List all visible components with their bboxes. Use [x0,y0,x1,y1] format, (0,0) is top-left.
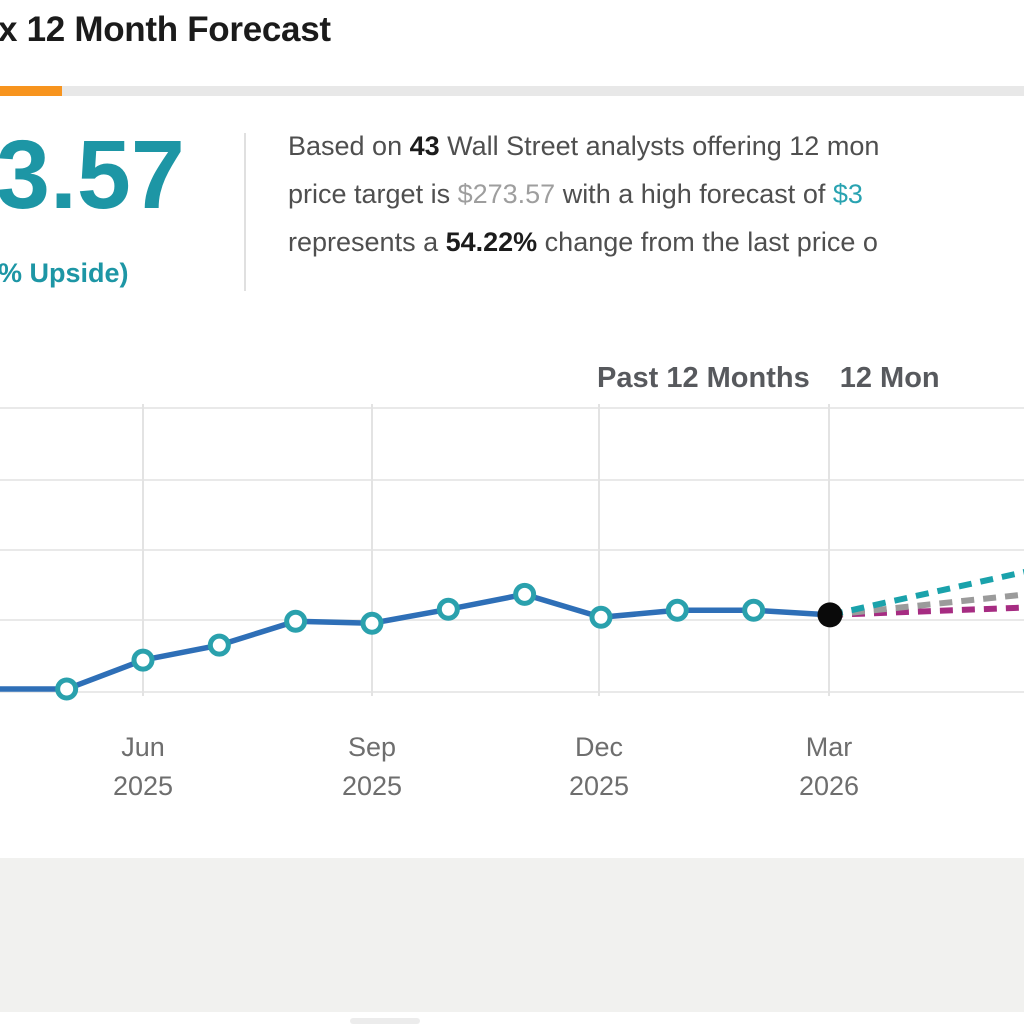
summary-line-1: Based on 43 Wall Street analysts offerin… [288,131,880,161]
legend-12-month-forecast[interactable]: 12 Mon [839,362,940,394]
price-target-summary-bar: e Target $380.00 Average Price Target $2… [0,858,1024,1012]
chart-legend: Past 12 Months 12 Mon [597,362,940,395]
footer-strip [0,1012,1024,1024]
analyst-count: 43 [409,131,440,161]
forecast-chart[interactable] [0,400,1024,740]
legend-past-12-months[interactable]: Past 12 Months [597,362,810,394]
summary-divider [244,133,246,291]
x-tick-mar-2026: Mar 2026 [798,732,860,801]
high-target-inline: $3 [832,179,863,209]
partial-cropped-element [350,1018,420,1024]
avg-target-inline: $273.57 [457,179,556,209]
upside-percent-label: % Upside) [0,258,129,288]
page-title: x 12 Month Forecast [0,10,331,49]
forecast-chart-svg [0,404,1024,701]
active-tab-indicator[interactable] [0,86,62,96]
tab-track [0,86,1024,96]
x-tick-jun-2025: Jun 2025 [112,732,174,801]
analyst-summary-paragraph: Based on 43 Wall Street analysts offerin… [288,122,1024,266]
x-tick-dec-2025: Dec 2025 [568,732,630,801]
x-tick-sep-2025: Sep 2025 [341,732,403,801]
summary-line-3: represents a 54.22% change from the last… [288,227,878,257]
summary-line-2: price target is $273.57 with a high fore… [288,179,863,209]
average-target-price: 3.57 [0,120,185,229]
upside-percent-inline: 54.22% [445,227,538,257]
